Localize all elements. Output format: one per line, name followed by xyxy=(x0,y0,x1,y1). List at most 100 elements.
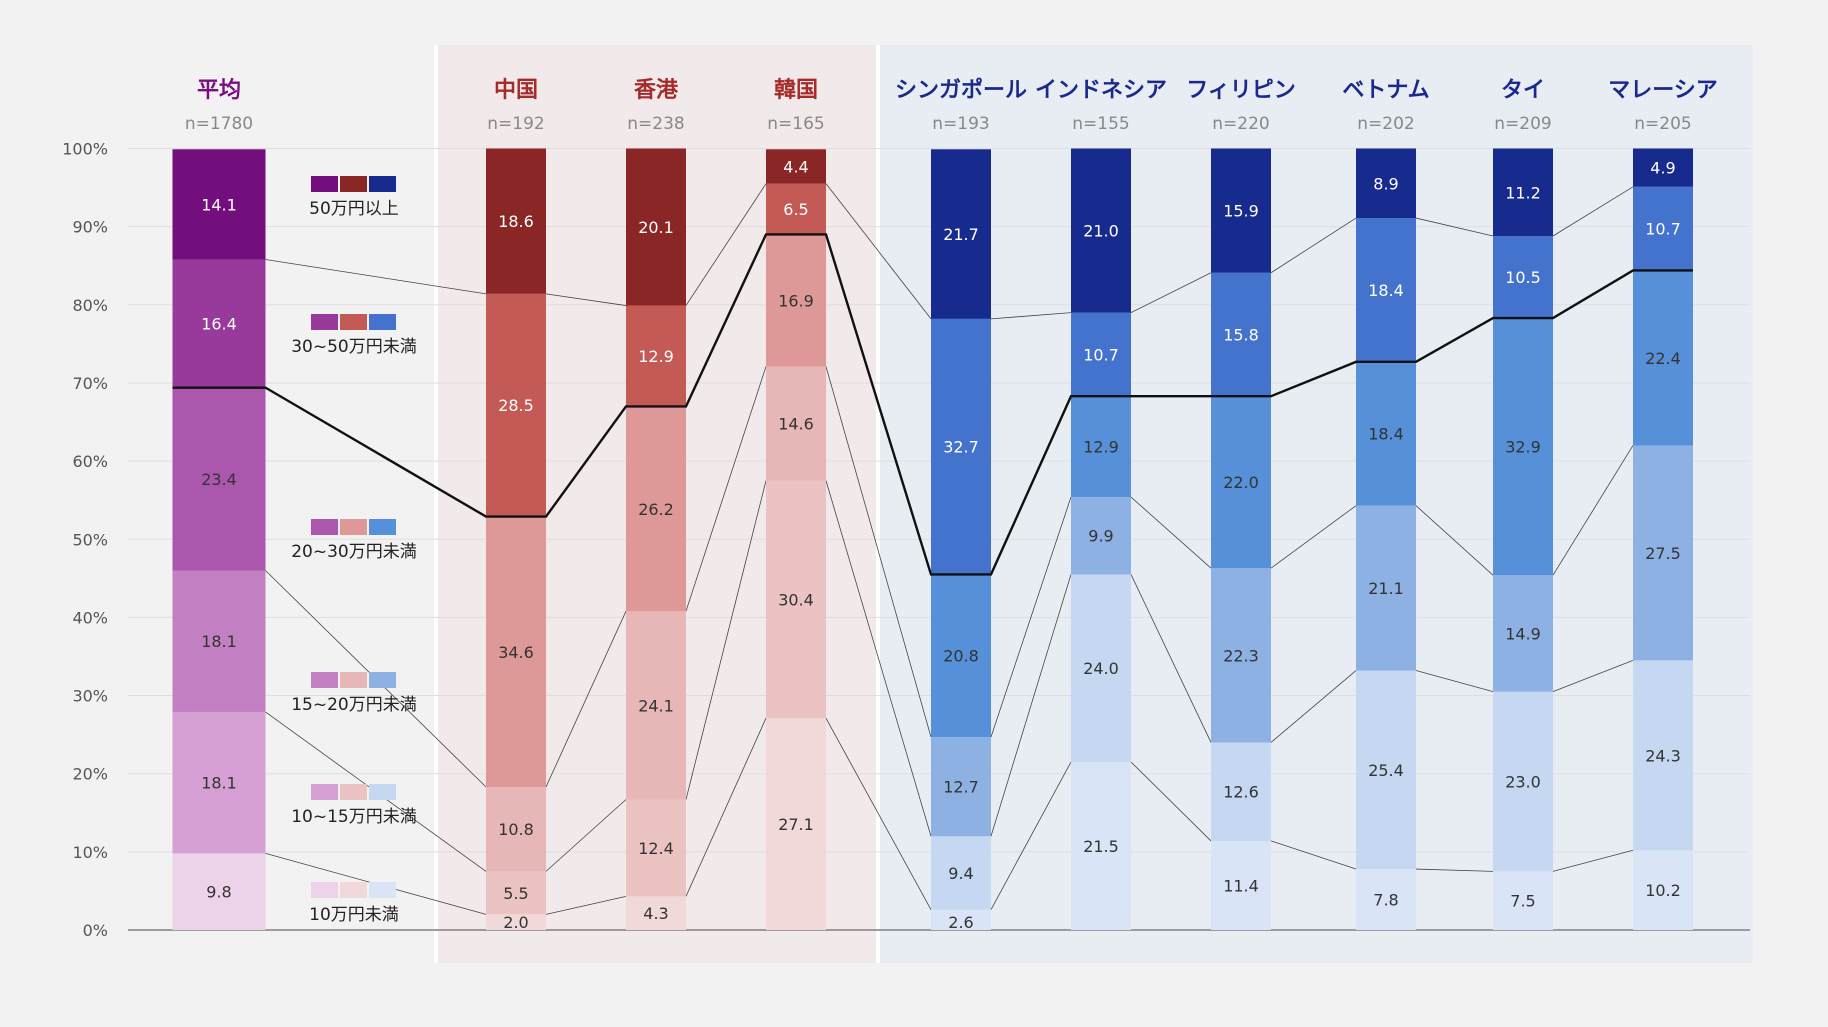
legend-swatch xyxy=(369,519,396,535)
bar-segment xyxy=(766,183,826,235)
connector-lines xyxy=(265,183,1634,915)
data-labels: 9.8 18.1 18.1 23.4 16.4 14.1 2.0 5.5 10.8 34.6 28.… xyxy=(201,157,1681,932)
legend-label: 15~20万円未満 xyxy=(291,695,417,715)
data-label: 7.5 xyxy=(1510,892,1535,911)
connector-line xyxy=(990,496,1072,738)
category-label: マレーシア xyxy=(1608,78,1718,103)
data-label: 8.9 xyxy=(1373,174,1398,193)
bar-segment xyxy=(626,148,686,306)
category-label: ベトナム xyxy=(1342,78,1429,103)
category-n-label: n=192 xyxy=(487,114,544,134)
bar-segment xyxy=(766,718,826,930)
y-tick-label: 20% xyxy=(72,765,108,784)
data-label: 24.0 xyxy=(1083,659,1119,678)
highlight-polyline xyxy=(172,233,1693,576)
category-label: 韓国 xyxy=(774,77,818,103)
bar-segment xyxy=(486,914,546,930)
y-tick-label: 10% xyxy=(72,843,108,862)
bar-segment xyxy=(172,387,266,571)
connector-line xyxy=(685,183,767,306)
data-label: 20.1 xyxy=(638,218,674,237)
data-label: 30.4 xyxy=(778,590,814,609)
bar-segment xyxy=(172,259,266,388)
y-tick-label: 60% xyxy=(72,452,108,471)
panel-divider xyxy=(434,45,438,963)
bar-segment xyxy=(1356,505,1416,671)
bar-segment xyxy=(1211,396,1271,569)
legend-swatch xyxy=(369,882,396,898)
category-n-label: n=202 xyxy=(1357,114,1414,134)
connector-line xyxy=(825,366,932,738)
bar-segment xyxy=(1071,497,1131,575)
legend-swatch xyxy=(311,176,338,192)
bar-segment xyxy=(486,516,546,787)
bar-segment xyxy=(626,799,686,897)
data-label: 6.5 xyxy=(783,200,808,219)
connector-line xyxy=(685,718,767,897)
bar-segment xyxy=(1493,318,1553,576)
bar-segment xyxy=(1356,361,1416,506)
bar-segment xyxy=(626,406,686,612)
y-tick-label: 30% xyxy=(72,687,108,706)
connector-line xyxy=(265,259,487,295)
bar-segment xyxy=(486,293,546,517)
data-label: 21.5 xyxy=(1083,837,1119,856)
data-label: 4.3 xyxy=(643,904,668,923)
data-label: 10.8 xyxy=(498,820,534,839)
connector-line xyxy=(685,366,767,612)
connector-line xyxy=(1415,217,1494,237)
bar-segment xyxy=(931,909,991,930)
data-label: 24.3 xyxy=(1645,746,1681,765)
bar-segment xyxy=(931,149,991,319)
category-label: フィリピン xyxy=(1186,78,1296,103)
data-label: 34.6 xyxy=(498,643,534,662)
data-label: 18.1 xyxy=(201,774,237,793)
bar-segment xyxy=(1493,691,1553,872)
legend-swatch xyxy=(311,784,338,800)
legend-swatch xyxy=(369,784,396,800)
connector-line xyxy=(1270,217,1357,274)
category-n-label: n=238 xyxy=(627,114,684,134)
data-label: 14.1 xyxy=(201,195,237,214)
data-label: 18.4 xyxy=(1368,281,1404,300)
data-label: 21.0 xyxy=(1083,222,1119,241)
data-label: 20.8 xyxy=(943,647,979,666)
data-label: 10.7 xyxy=(1645,220,1681,239)
data-label: 7.8 xyxy=(1373,891,1398,910)
category-n-label: n=209 xyxy=(1494,114,1551,134)
bar-segment xyxy=(766,149,826,184)
legend-label: 30~50万円未満 xyxy=(291,337,417,357)
bar-segment xyxy=(1633,445,1693,661)
category-label: 香港 xyxy=(634,78,679,103)
data-label: 22.3 xyxy=(1223,646,1259,665)
connector-line xyxy=(1552,849,1634,872)
bar-segment xyxy=(1633,660,1693,851)
connector-line xyxy=(545,896,627,915)
data-label: 27.5 xyxy=(1645,544,1681,563)
y-tick-label: 100% xyxy=(62,140,108,159)
category-label: インドネシア xyxy=(1035,78,1167,103)
data-label: 9.8 xyxy=(206,883,231,902)
connector-line xyxy=(825,718,932,910)
legend-swatch xyxy=(311,314,338,330)
legend-swatch xyxy=(340,784,367,800)
bar-segment xyxy=(1071,396,1131,498)
data-label: 11.2 xyxy=(1505,183,1541,202)
connector-line xyxy=(825,480,932,837)
data-label: 12.9 xyxy=(638,347,674,366)
connector-line xyxy=(1130,574,1212,743)
bar-segment xyxy=(1071,761,1131,930)
category-n-label: n=220 xyxy=(1212,114,1269,134)
bar-segment xyxy=(1633,148,1693,187)
legend-swatch xyxy=(340,882,367,898)
bar-segment xyxy=(626,611,686,800)
category-n-label: n=205 xyxy=(1634,114,1691,134)
legend-label: 10~15万円未満 xyxy=(291,807,417,827)
bar-segment xyxy=(1633,186,1693,271)
data-label: 2.0 xyxy=(503,913,528,932)
bar-segment xyxy=(1493,871,1553,930)
data-label: 2.6 xyxy=(948,913,973,932)
connector-line xyxy=(990,574,1072,837)
bar-segment xyxy=(1071,574,1131,762)
connector-line xyxy=(685,480,767,800)
